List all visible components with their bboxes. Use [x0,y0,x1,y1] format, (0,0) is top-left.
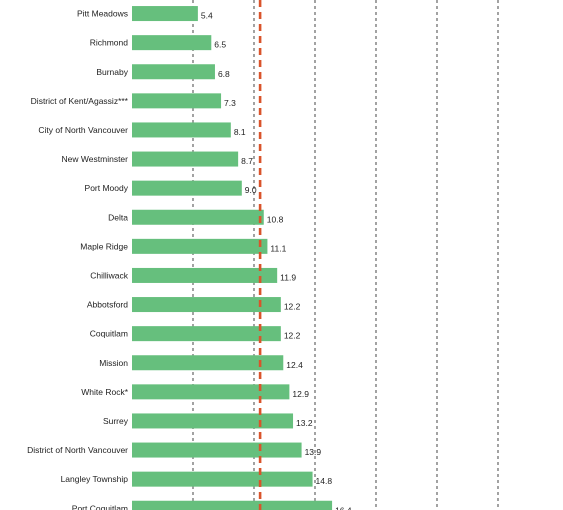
category-label: Burnaby [96,67,128,77]
bar [132,209,264,225]
bar [132,151,239,167]
bar [132,326,281,342]
bars [132,6,333,510]
value-label: 6.8 [218,69,230,79]
category-label: Maple Ridge [80,241,128,251]
category-label: Mission [99,358,128,368]
bar [132,35,212,51]
bar [132,413,294,429]
value-label: 13.2 [296,418,313,428]
value-label: 5.4 [201,11,213,21]
bar [132,180,242,196]
value-label: 14.8 [316,476,333,486]
category-label: Delta [108,212,128,222]
category-label: Abbotsford [87,300,128,310]
category-label: Pitt Meadows [77,9,128,19]
value-label: 8.1 [234,127,246,137]
category-label: District of Kent/Agassiz*** [31,96,129,106]
value-label: 8.7 [241,156,253,166]
category-label: White Rock* [81,387,128,397]
bar [132,6,198,22]
category-label: New Westminster [62,154,129,164]
bar [132,238,268,254]
value-label: 12.2 [284,302,301,312]
bar [132,93,222,109]
value-label: 13.9 [305,447,322,457]
bar [132,384,290,400]
value-label: 12.9 [292,389,309,399]
bar [132,64,215,80]
bar [132,267,278,283]
value-label: 11.9 [280,272,296,282]
value-label: 10.8 [267,214,284,224]
bar [132,355,284,371]
bar [132,442,302,458]
value-label: 6.5 [214,40,226,50]
category-label: Chilliwack [90,270,129,280]
value-label: 7.3 [224,98,236,108]
grid-lines [192,0,499,510]
value-label: 9.0 [245,185,257,195]
category-label: Surrey [103,416,129,426]
bar [132,500,333,510]
category-label: District of North Vancouver [27,445,128,455]
bar [132,471,313,487]
category-label: Coquitlam [90,329,128,339]
value-label: 12.4 [286,360,303,370]
bar [132,297,281,313]
category-label: Port Moody [85,183,129,193]
bar [132,122,231,138]
value-label: 12.2 [284,331,301,341]
labels: Pitt Meadows 5.4 Richmond 6.5 Burnaby 6.8 Dist… [27,9,352,510]
value-label: 16.4 [335,505,352,510]
category-label: Richmond [90,38,129,48]
category-label: City of North Vancouver [38,125,128,135]
category-label: Langley Township [61,474,129,484]
value-label: 11.1 [270,243,286,253]
category-label: Port Coquitlam [72,503,128,510]
